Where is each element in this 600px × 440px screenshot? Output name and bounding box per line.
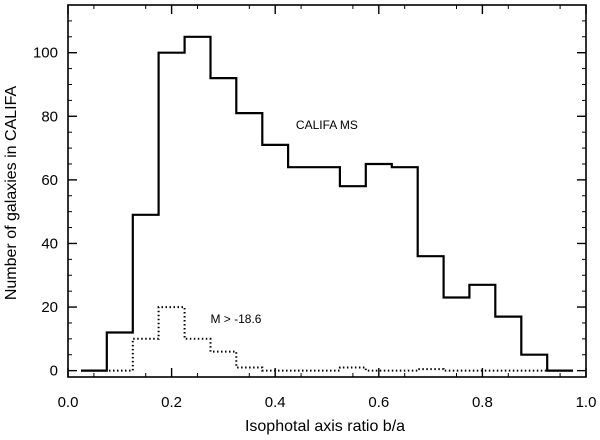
y-tick-label: 0 <box>50 363 58 380</box>
y-tick-label: 60 <box>41 172 58 189</box>
series-califa-ms-line <box>81 35 573 372</box>
x-tick-label: 0.0 <box>58 394 79 411</box>
x-tick-label: 1.0 <box>576 394 597 411</box>
y-tick-label: 20 <box>41 299 58 316</box>
plot-frame <box>67 4 587 378</box>
x-tick-label: 0.8 <box>472 394 493 411</box>
annotation-label: M > -18.6 <box>210 312 261 326</box>
tick-labels: 0.0 0.2 0.4 0.6 0.8 1.0 0 20 40 60 80 100 <box>33 45 596 411</box>
histogram-series <box>81 35 573 372</box>
y-tick-label: 40 <box>41 235 58 252</box>
annotations: CALIFA MS M > -18.6 <box>210 118 358 326</box>
x-axis-title: Isophotal axis ratio b/a <box>245 418 405 435</box>
x-tick-label: 0.6 <box>368 394 389 411</box>
y-axis-title: Number of galaxies in CALIFA <box>3 86 20 301</box>
x-tick-label: 0.2 <box>161 394 182 411</box>
x-tick-label: 0.4 <box>265 394 286 411</box>
annotation-label: CALIFA MS <box>296 118 358 132</box>
y-tick-label: 80 <box>41 108 58 125</box>
axis-ticks <box>67 5 587 377</box>
y-tick-label: 100 <box>33 45 58 62</box>
